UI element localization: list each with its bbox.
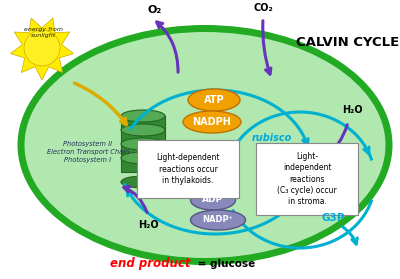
Text: end product: end product: [110, 258, 190, 271]
Text: Photosystem II
Electron Transport Chain
Photosystem I: Photosystem II Electron Transport Chain …: [47, 141, 129, 163]
Text: G3P: G3P: [321, 213, 345, 223]
Ellipse shape: [121, 176, 165, 188]
Bar: [121, 144, 165, 158]
Text: energy from
sunlight: energy from sunlight: [24, 27, 64, 38]
Ellipse shape: [18, 25, 392, 265]
Text: NADPH: NADPH: [192, 117, 232, 127]
Text: H₂O: H₂O: [138, 220, 158, 230]
Ellipse shape: [190, 210, 246, 230]
Text: CALVIN CYCLE: CALVIN CYCLE: [296, 35, 400, 49]
Ellipse shape: [188, 89, 240, 111]
Text: rubisco: rubisco: [252, 133, 292, 143]
Circle shape: [24, 30, 60, 66]
Ellipse shape: [190, 190, 236, 210]
FancyBboxPatch shape: [137, 140, 239, 198]
Text: ADP: ADP: [202, 196, 224, 205]
Bar: [121, 116, 165, 130]
Text: O₂: O₂: [148, 5, 162, 15]
Ellipse shape: [183, 111, 241, 133]
Ellipse shape: [24, 32, 386, 258]
Ellipse shape: [121, 152, 165, 164]
Ellipse shape: [121, 124, 165, 136]
Text: NADP⁺: NADP⁺: [202, 215, 234, 225]
Bar: [121, 130, 165, 144]
Text: Light-dependent
reactions occur
in thylakoids.: Light-dependent reactions occur in thyla…: [156, 153, 220, 185]
Text: H₂O: H₂O: [342, 105, 362, 115]
Ellipse shape: [121, 138, 165, 150]
Text: Light-
independent
reactions
(C₃ cycle) occur
in stroma.: Light- independent reactions (C₃ cycle) …: [277, 152, 337, 206]
FancyBboxPatch shape: [256, 143, 358, 215]
Bar: [121, 158, 165, 172]
Polygon shape: [10, 18, 74, 80]
Ellipse shape: [121, 110, 165, 122]
Text: ATP: ATP: [204, 95, 224, 105]
Text: = glucose: = glucose: [194, 259, 255, 269]
Text: CO₂: CO₂: [253, 3, 273, 13]
